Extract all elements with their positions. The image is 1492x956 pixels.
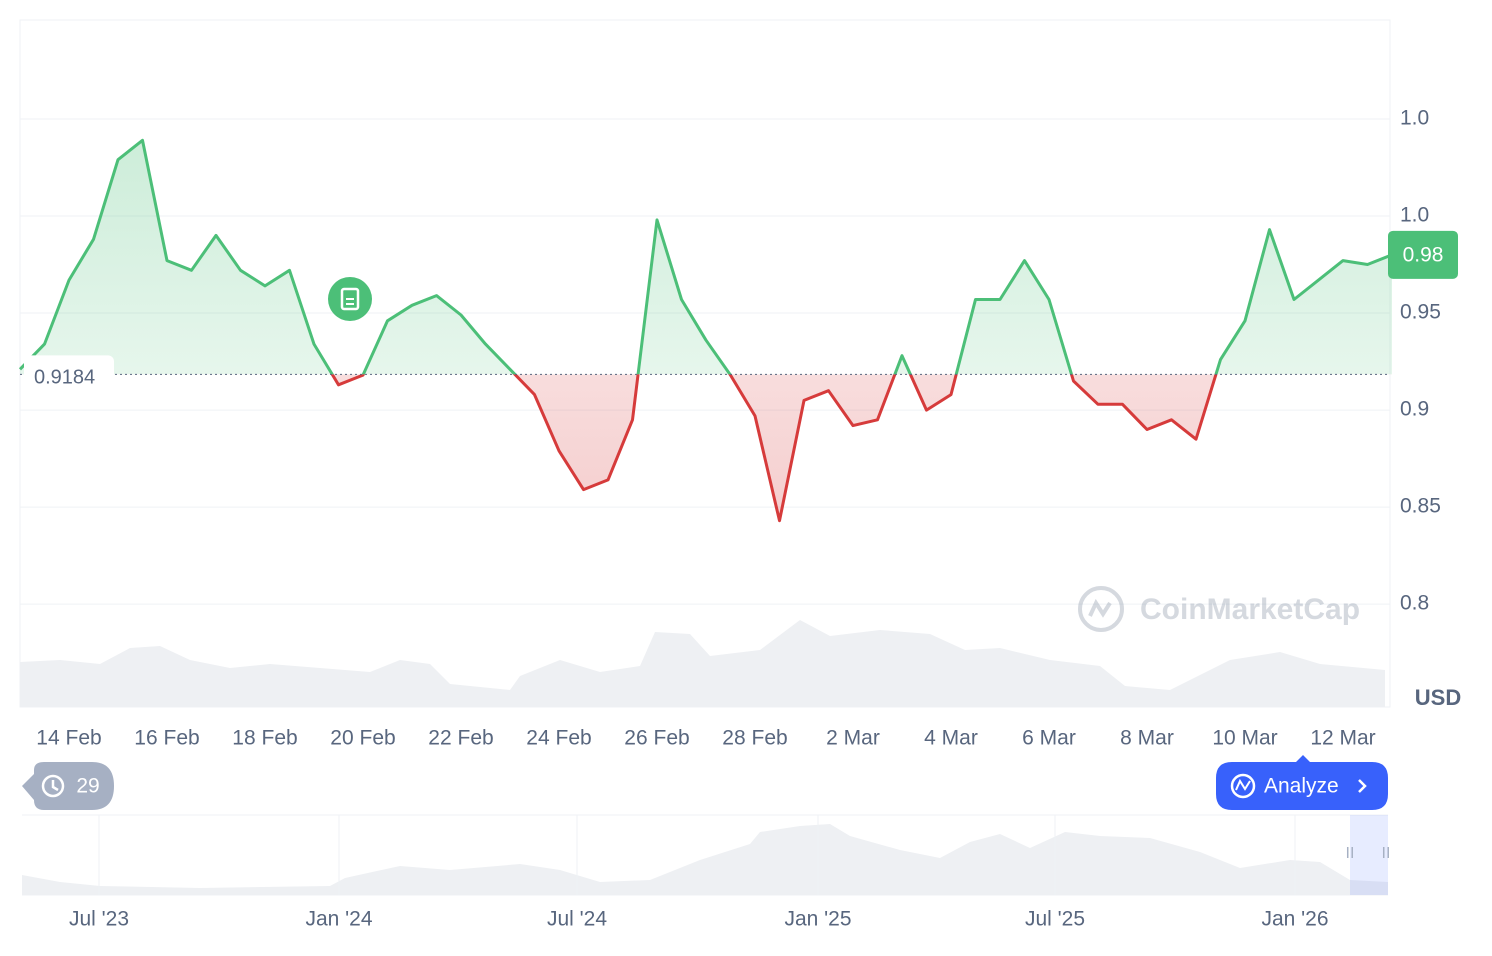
navigator-label: Jul '24 [547, 908, 607, 931]
navigator: II II Jul '23 Jan '24 Jul '24 Jan '25 Jul '2… [22, 814, 1391, 931]
price-tag-box [1388, 230, 1458, 279]
x-tick-label: 12 Mar [1310, 727, 1375, 750]
price-tag-label: 0.98 [1403, 243, 1444, 266]
x-tick-label: 18 Feb [232, 727, 297, 750]
navigator-label: Jan '24 [305, 908, 372, 931]
y-tick-label: 0.8 [1400, 592, 1429, 615]
x-tick-label: 22 Feb [428, 727, 493, 750]
history-icon [41, 774, 65, 798]
analyze-bg[interactable] [1216, 755, 1388, 810]
x-tick-label: 8 Mar [1120, 727, 1174, 750]
x-tick-label: 4 Mar [924, 727, 978, 750]
grid: 0.8 0.85 0.9 0.95 1.0 1.0 14 Feb 16 Feb 18 Feb 20… [20, 107, 1441, 750]
navigator-area [22, 824, 1388, 895]
navigator-label: Jan '26 [1261, 908, 1328, 931]
note-glyph [340, 287, 360, 311]
x-tick-label: 6 Mar [1022, 727, 1076, 750]
x-tick-label: 16 Feb [134, 727, 199, 750]
baseline-tag: 0.9184 [24, 355, 114, 394]
analyze-label: Analyze [1264, 775, 1339, 798]
x-tick-label: 14 Feb [36, 727, 101, 750]
line-down [330, 374, 1218, 523]
analyze-icon [1235, 778, 1251, 791]
x-tick-label: 26 Feb [624, 727, 689, 750]
price-tag: 0.98 [1388, 230, 1458, 279]
navigator-selection[interactable] [1350, 815, 1388, 895]
navigator-handle[interactable]: II [1382, 845, 1391, 862]
currency-label: USD [1415, 685, 1461, 710]
watermark: CoinMarketCap [1078, 586, 1360, 632]
y-tick-label: 1.0 [1400, 107, 1429, 130]
volume-area [20, 620, 1385, 707]
navigator-label: Jan '25 [784, 908, 851, 931]
analyze-button[interactable]: Analyze [1216, 755, 1388, 810]
y-tick-label: 1.0 [1400, 204, 1429, 227]
x-tick-label: 20 Feb [330, 727, 395, 750]
y-tick-label: 0.85 [1400, 495, 1441, 518]
history-badge-bg[interactable] [22, 762, 114, 810]
baseline-box [24, 355, 114, 394]
watermark-logo [1088, 598, 1112, 618]
baseline-label: 0.9184 [34, 367, 95, 389]
note-icon[interactable] [328, 277, 372, 321]
analyze-chevron [1358, 779, 1367, 793]
y-tick-label: 0.9 [1400, 398, 1429, 421]
price-lines [18, 138, 1393, 523]
analyze-icon [1230, 773, 1256, 799]
x-tick-label: 28 Feb [722, 727, 787, 750]
history-count: 29 [76, 775, 99, 798]
watermark-text: CoinMarketCap [1140, 593, 1360, 626]
navigator-label: Jul '25 [1025, 908, 1085, 931]
navigator-handle[interactable]: II [1346, 845, 1355, 862]
x-tick-label: 2 Mar [826, 727, 880, 750]
watermark-logo [1078, 586, 1124, 632]
x-tick-label: 24 Feb [526, 727, 591, 750]
x-tick-label: 10 Mar [1212, 727, 1277, 750]
y-tick-label: 0.95 [1400, 301, 1441, 324]
history-icon [51, 780, 59, 792]
history-badge[interactable]: 29 [22, 762, 114, 810]
line-up [18, 138, 1393, 375]
area-up [20, 140, 1392, 375]
navigator-label: Jul '23 [69, 908, 129, 931]
